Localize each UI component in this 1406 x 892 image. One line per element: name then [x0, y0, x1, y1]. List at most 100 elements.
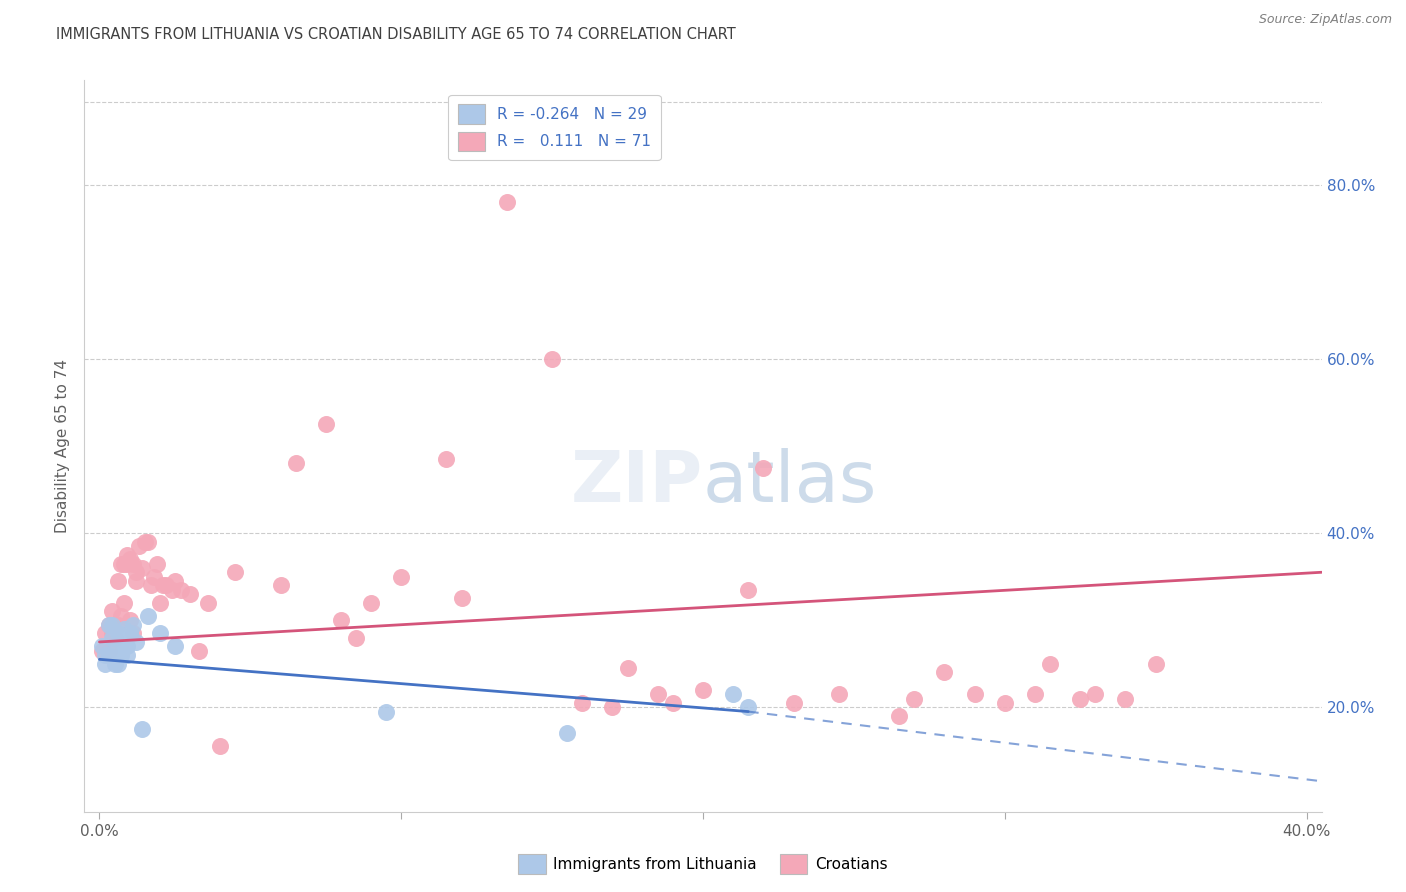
- Point: [124, 635, 146, 649]
- Point: [188, 643, 211, 657]
- Point: [94, 648, 117, 662]
- Point: [97, 617, 120, 632]
- Point: [1069, 691, 1091, 706]
- Point: [329, 613, 352, 627]
- Point: [692, 682, 714, 697]
- Point: [963, 687, 986, 701]
- Point: [1144, 657, 1167, 671]
- Point: [994, 696, 1017, 710]
- Point: [110, 648, 132, 662]
- Point: [107, 574, 129, 588]
- Text: IMMIGRANTS FROM LITHUANIA VS CROATIAN DISABILITY AGE 65 TO 74 CORRELATION CHART: IMMIGRANTS FROM LITHUANIA VS CROATIAN DI…: [56, 27, 735, 42]
- Point: [149, 626, 172, 640]
- Text: ZIP: ZIP: [571, 448, 703, 517]
- Point: [170, 582, 193, 597]
- Point: [107, 617, 129, 632]
- Point: [616, 661, 638, 675]
- Point: [118, 613, 141, 627]
- Point: [121, 626, 143, 640]
- Point: [100, 617, 122, 632]
- Point: [197, 596, 219, 610]
- Point: [389, 569, 412, 583]
- Point: [752, 460, 775, 475]
- Point: [115, 557, 138, 571]
- Point: [115, 648, 138, 662]
- Point: [134, 534, 156, 549]
- Point: [344, 631, 367, 645]
- Point: [828, 687, 851, 701]
- Point: [541, 351, 564, 366]
- Point: [903, 691, 925, 706]
- Point: [107, 626, 129, 640]
- Point: [284, 457, 307, 471]
- Point: [110, 557, 132, 571]
- Point: [782, 696, 804, 710]
- Point: [1024, 687, 1046, 701]
- Point: [889, 709, 911, 723]
- Point: [97, 648, 120, 662]
- Point: [121, 557, 143, 571]
- Point: [118, 552, 141, 566]
- Point: [647, 687, 669, 701]
- Point: [100, 626, 122, 640]
- Point: [315, 417, 337, 432]
- Point: [131, 722, 153, 736]
- Point: [136, 534, 159, 549]
- Point: [112, 622, 135, 636]
- Point: [131, 561, 153, 575]
- Point: [97, 617, 120, 632]
- Point: [110, 608, 132, 623]
- Point: [112, 557, 135, 571]
- Point: [163, 574, 186, 588]
- Point: [571, 696, 593, 710]
- Point: [124, 566, 146, 580]
- Point: [155, 578, 177, 592]
- Point: [136, 608, 159, 623]
- Point: [91, 640, 114, 654]
- Point: [115, 640, 138, 654]
- Point: [375, 705, 398, 719]
- Point: [139, 578, 162, 592]
- Point: [118, 626, 141, 640]
- Text: Source: ZipAtlas.com: Source: ZipAtlas.com: [1258, 13, 1392, 27]
- Point: [146, 557, 169, 571]
- Point: [103, 657, 125, 671]
- Point: [103, 643, 125, 657]
- Point: [100, 631, 122, 645]
- Point: [934, 665, 956, 680]
- Point: [602, 700, 624, 714]
- Point: [163, 640, 186, 654]
- Point: [91, 643, 114, 657]
- Point: [160, 582, 183, 597]
- Y-axis label: Disability Age 65 to 74: Disability Age 65 to 74: [55, 359, 70, 533]
- Point: [721, 687, 744, 701]
- Point: [737, 700, 759, 714]
- Point: [107, 657, 129, 671]
- Point: [224, 566, 246, 580]
- Point: [115, 548, 138, 562]
- Point: [1114, 691, 1136, 706]
- Point: [270, 578, 292, 592]
- Point: [100, 604, 122, 618]
- Point: [495, 195, 517, 210]
- Point: [1039, 657, 1062, 671]
- Point: [555, 726, 578, 740]
- Point: [360, 596, 382, 610]
- Point: [97, 643, 120, 657]
- Point: [1084, 687, 1107, 701]
- Legend: R = -0.264   N = 29, R =   0.111   N = 71: R = -0.264 N = 29, R = 0.111 N = 71: [449, 95, 661, 161]
- Point: [94, 657, 117, 671]
- Point: [179, 587, 201, 601]
- Text: atlas: atlas: [703, 448, 877, 517]
- Point: [209, 739, 232, 754]
- Point: [124, 574, 146, 588]
- Point: [142, 569, 165, 583]
- Point: [436, 452, 458, 467]
- Point: [94, 626, 117, 640]
- Point: [118, 626, 141, 640]
- Point: [110, 635, 132, 649]
- Legend: Immigrants from Lithuania, Croatians: Immigrants from Lithuania, Croatians: [512, 848, 894, 880]
- Point: [121, 617, 143, 632]
- Point: [112, 596, 135, 610]
- Point: [152, 578, 174, 592]
